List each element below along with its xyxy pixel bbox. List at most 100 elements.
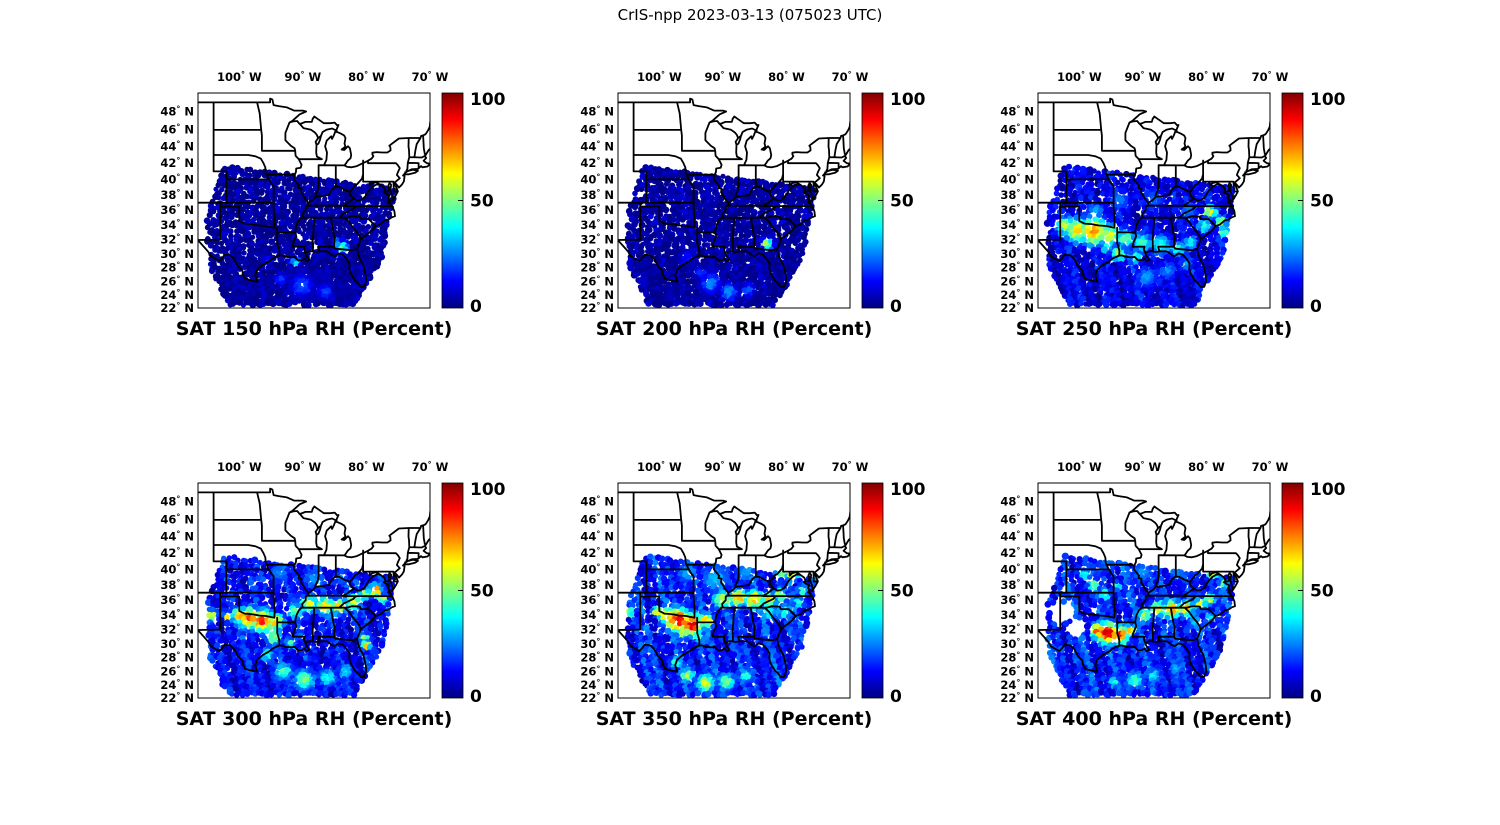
lat-tick-label: 26° N <box>1000 664 1034 678</box>
colorbar-tick-label: 100 <box>1310 90 1346 110</box>
lat-tick-label: 22° N <box>1000 691 1034 705</box>
lat-tick-label: 34° N <box>1000 608 1034 622</box>
panel-title: SAT 300 hPa RH (Percent) <box>175 708 453 730</box>
lat-tick-label: 28° N <box>1000 651 1034 665</box>
axes-frame <box>617 482 851 699</box>
lon-tick-label: 70° W <box>412 70 449 84</box>
lat-tick-label: 28° N <box>1000 261 1034 275</box>
colorbar-tick-label: 100 <box>1310 480 1346 500</box>
lat-tick-label: 36° N <box>1000 203 1034 217</box>
lon-tick-label: 90° W <box>1125 460 1162 474</box>
lat-tick-label: 24° N <box>160 678 194 692</box>
colorbar-tick-label: 100 <box>890 480 926 500</box>
axes-frame <box>197 92 431 309</box>
lat-tick-label: 46° N <box>160 512 194 526</box>
lat-tick-label: 30° N <box>1000 247 1034 261</box>
lat-tick-label: 32° N <box>160 233 194 247</box>
lat-tick-label: 42° N <box>160 546 194 560</box>
lat-tick-label: 38° N <box>160 578 194 592</box>
lon-tick-label: 90° W <box>705 460 742 474</box>
lat-tick-label: 48° N <box>160 105 194 119</box>
axes-frame <box>1037 92 1271 309</box>
panel-title: SAT 200 hPa RH (Percent) <box>595 318 873 340</box>
lon-tick-label: 80° W <box>348 70 385 84</box>
lon-tick-label: 90° W <box>285 460 322 474</box>
lat-tick-label: 36° N <box>160 203 194 217</box>
rh-map-panel: 100° W 90° W 80° W 70° W 48° N 46° N 44° N 42° … <box>580 70 925 317</box>
lat-tick-label: 32° N <box>160 623 194 637</box>
panel-sat-350: 100° W 90° W 80° W 70° W 48° N 46° N 44° N 42° … <box>548 443 928 743</box>
us-state-borders-map <box>198 487 430 678</box>
lat-tick-label: 32° N <box>580 623 614 637</box>
lat-tick-label: 22° N <box>580 301 614 315</box>
lat-tick-label: 34° N <box>160 218 194 232</box>
us-state-borders-map <box>618 487 850 678</box>
rh-scatter-layer <box>205 554 397 698</box>
lat-tick-label: 24° N <box>160 288 194 302</box>
lat-tick-label: 22° N <box>160 301 194 315</box>
lat-tick-label: 26° N <box>580 274 614 288</box>
lat-tick-label: 30° N <box>580 247 614 261</box>
colorbar-tick-label: 50 <box>470 582 494 602</box>
rh-map-panel: 100° W 90° W 80° W 70° W 48° N 46° N 44° N 42° … <box>580 460 926 707</box>
us-state-borders-map <box>1038 487 1270 678</box>
lat-tick-label: 44° N <box>580 140 614 154</box>
lon-tick-label: 90° W <box>1125 70 1162 84</box>
lat-tick-label: 36° N <box>580 203 614 217</box>
lat-tick-label: 34° N <box>580 218 614 232</box>
lat-tick-label: 42° N <box>160 156 194 170</box>
rh-map-panel: 100° W 90° W 80° W 70° W 48° N 46° N 44° N 42° … <box>160 460 505 707</box>
rh-map-panel: 100° W 90° W 80° W 70° W 48° N 46° N 44° N 42° … <box>1000 70 1346 317</box>
lon-tick-label: 70° W <box>832 70 869 84</box>
lat-tick-label: 46° N <box>580 512 614 526</box>
panel-sat-200: 100° W 90° W 80° W 70° W 48° N 46° N 44° N 42° … <box>548 53 928 353</box>
rh-scatter-layer <box>624 553 817 698</box>
lat-tick-label: 44° N <box>1000 140 1034 154</box>
lat-tick-label: 44° N <box>160 140 194 154</box>
axes-frame <box>1037 482 1271 699</box>
lat-tick-label: 30° N <box>1000 637 1034 651</box>
lat-tick-label: 44° N <box>160 530 194 544</box>
lat-tick-label: 22° N <box>1000 301 1034 315</box>
colorbar-tick-label: 50 <box>1310 192 1334 212</box>
axes-frame <box>617 92 851 309</box>
lat-tick-label: 38° N <box>580 578 614 592</box>
lat-tick-label: 32° N <box>580 233 614 247</box>
panel-sat-400: 100° W 90° W 80° W 70° W 48° N 46° N 44° N 42° … <box>968 443 1348 743</box>
colorbar-tick-label: 0 <box>890 687 902 707</box>
panel-sat-250: 100° W 90° W 80° W 70° W 48° N 46° N 44° N 42° … <box>968 53 1348 353</box>
lat-tick-label: 40° N <box>1000 172 1034 186</box>
colorbar-tick-label: 100 <box>470 90 506 110</box>
us-state-borders-map <box>618 97 850 288</box>
lat-tick-label: 44° N <box>1000 530 1034 544</box>
lat-tick-label: 42° N <box>1000 156 1034 170</box>
lat-tick-label: 24° N <box>1000 678 1034 692</box>
lat-tick-label: 26° N <box>580 664 614 678</box>
lat-tick-label: 26° N <box>160 664 194 678</box>
lat-tick-label: 34° N <box>160 608 194 622</box>
panel-title: SAT 150 hPa RH (Percent) <box>175 318 453 340</box>
figure-title: CrIS-npp 2023-03-13 (075023 UTC) <box>617 6 883 24</box>
lat-tick-label: 30° N <box>160 637 194 651</box>
lat-tick-label: 34° N <box>580 608 614 622</box>
lat-tick-label: 24° N <box>580 288 614 302</box>
lon-tick-label: 100° W <box>1057 70 1102 84</box>
panel-title: SAT 250 hPa RH (Percent) <box>1015 318 1293 340</box>
lat-tick-label: 40° N <box>160 562 194 576</box>
rh-map-panel: 100° W 90° W 80° W 70° W 48° N 46° N 44° N 42° … <box>1000 460 1346 707</box>
axes-frame <box>197 482 431 699</box>
panel-sat-150: 100° W 90° W 80° W 70° W 48° N 46° N 44° N 42° … <box>128 53 508 353</box>
us-state-borders-map <box>198 97 430 288</box>
lat-tick-label: 44° N <box>580 530 614 544</box>
lat-tick-label: 36° N <box>1000 593 1034 607</box>
lat-tick-label: 22° N <box>580 691 614 705</box>
lat-tick-label: 40° N <box>160 172 194 186</box>
lon-tick-label: 100° W <box>217 460 262 474</box>
lon-tick-label: 100° W <box>1057 460 1102 474</box>
lon-tick-label: 80° W <box>1188 460 1225 474</box>
lat-tick-label: 46° N <box>580 122 614 136</box>
colorbar-tick-label: 0 <box>1310 687 1322 707</box>
lat-tick-label: 32° N <box>1000 233 1034 247</box>
lat-tick-label: 48° N <box>1000 105 1034 119</box>
